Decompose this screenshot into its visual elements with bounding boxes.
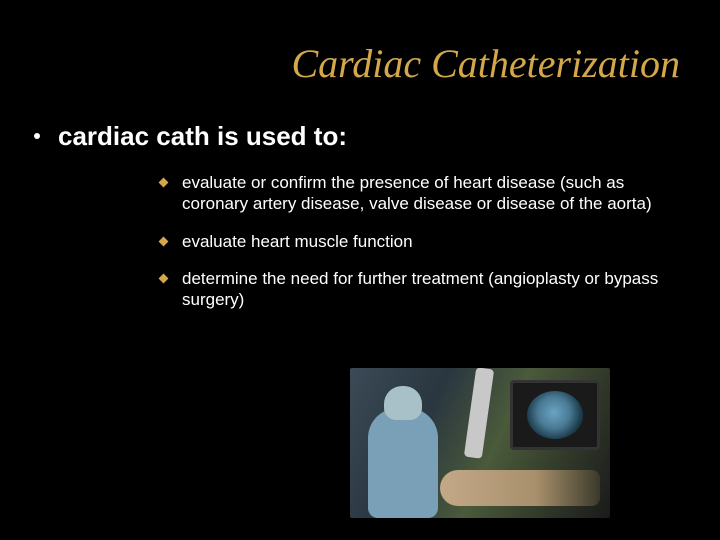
- sub-bullet-list: evaluate or confirm the presence of hear…: [0, 152, 720, 310]
- sub-bullet-item: evaluate or confirm the presence of hear…: [160, 172, 660, 215]
- main-bullet-text: cardiac cath is used to:: [58, 121, 347, 151]
- slide: Cardiac Catheterization cardiac cath is …: [0, 0, 720, 540]
- monitor-shape: [510, 380, 600, 450]
- main-bullet: cardiac cath is used to:: [0, 87, 720, 152]
- surgeon-shape: [368, 408, 438, 518]
- bullet-dot-icon: [34, 133, 40, 139]
- cath-lab-photo: [350, 368, 610, 518]
- patient-shape: [440, 470, 600, 506]
- slide-title: Cardiac Catheterization: [0, 0, 720, 87]
- equipment-arm-shape: [464, 368, 494, 459]
- sub-bullet-item: determine the need for further treatment…: [160, 268, 660, 311]
- sub-bullet-item: evaluate heart muscle function: [160, 231, 660, 252]
